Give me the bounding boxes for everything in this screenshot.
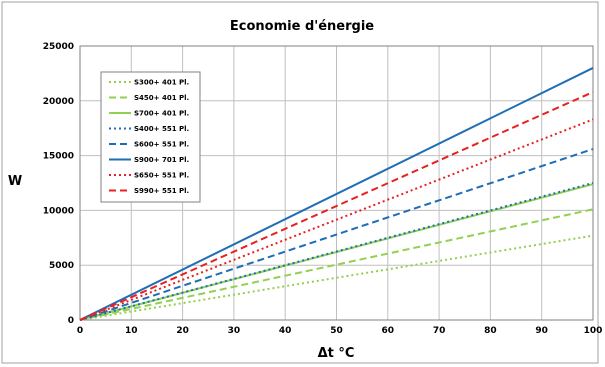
series-line [79,182,594,321]
series-line [79,67,594,321]
legend-box [100,71,201,203]
x-tick-label: 70 [433,326,446,336]
y-tick-label: 25000 [43,42,74,52]
x-tick-label: 90 [535,326,548,336]
legend-entry: S300+ 401 Pl. [134,79,189,87]
x-tick-label: 10 [125,326,138,336]
series-line [79,148,594,321]
y-axis-ticks: 0 5000 10000 15000 20000 25000 [43,42,74,326]
legend: S300+ 401 Pl. S450+ 401 Pl. S700+ 401 Pl. S… [100,71,201,203]
legend-entry: S600+ 551 Pl. [134,141,189,149]
legend-entry: S700+ 401 Pl. [134,110,189,118]
y-tick-label: 15000 [43,152,74,162]
legend-entry: S450+ 401 Pl. [134,94,189,102]
y-tick-label: 5000 [49,261,74,271]
x-tick-label: 100 [584,326,603,336]
x-tick-label: 20 [176,326,189,336]
legend-entry: S900+ 701 Pl. [134,156,189,164]
chart-title: Economie d'énergie [230,19,374,34]
x-tick-label: 60 [382,326,395,336]
series-line [79,118,594,321]
chart-frame [1,1,599,364]
x-tick-label: 30 [228,326,241,336]
series-lines [79,67,594,321]
legend-entry: S400+ 551 Pl. [134,125,189,133]
x-tick-label: 80 [484,326,497,336]
legend-entry: S650+ 551 Pl. [134,172,189,180]
x-axis-label: Δt °C [318,346,355,361]
x-tick-label: 0 [77,326,83,336]
y-tick-label: 10000 [43,206,74,216]
y-tick-label: 20000 [43,97,74,107]
y-tick-label: 0 [68,316,74,326]
series-line [79,91,594,321]
x-tick-label: 40 [279,326,292,336]
x-tick-label: 50 [330,326,343,336]
series-line [79,234,594,321]
legend-entry: S990+ 551 Pl. [134,187,189,195]
y-axis-label: W [8,174,22,189]
x-axis-ticks: 0 10 20 30 40 50 60 70 80 90 100 [77,326,603,336]
